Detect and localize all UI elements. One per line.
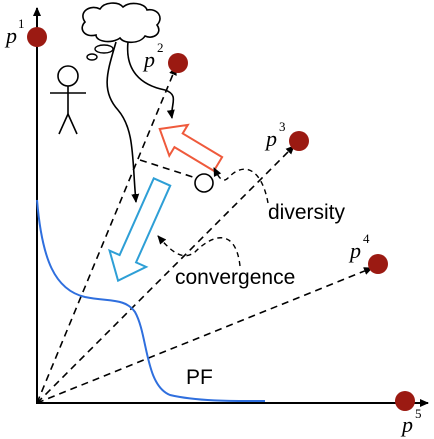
annotation-pointer xyxy=(214,168,268,203)
annotation: diversity xyxy=(268,201,346,224)
point-label: p xyxy=(142,47,155,72)
point-index: 5 xyxy=(415,406,422,421)
thought-arrow xyxy=(107,42,136,202)
point xyxy=(27,27,47,47)
point-label: p xyxy=(348,238,361,263)
point xyxy=(289,131,309,151)
diagram: p 1 p 2 p 3 p 4 p 5 diversity convergenc… xyxy=(0,0,434,439)
point xyxy=(395,391,415,411)
page: {"points": [ {"label": "p", "index": "1"… xyxy=(0,0,434,439)
point-index: 1 xyxy=(18,16,25,31)
point-index: 2 xyxy=(157,40,164,55)
bubble xyxy=(95,45,113,53)
points xyxy=(27,27,415,411)
point-index: 3 xyxy=(279,119,286,134)
cloud xyxy=(82,3,160,42)
point xyxy=(168,53,188,73)
solution xyxy=(195,174,213,192)
point-label: p xyxy=(4,23,17,48)
point-label: p xyxy=(264,126,277,151)
bubble xyxy=(87,54,97,60)
annotation: PF xyxy=(186,366,213,389)
point-index: 4 xyxy=(363,231,370,246)
person xyxy=(50,66,86,134)
reference-lines xyxy=(37,67,372,403)
point xyxy=(368,254,388,274)
point-label: p xyxy=(400,412,413,437)
diversity-arrow xyxy=(150,114,227,180)
annotation: convergence xyxy=(175,266,295,289)
